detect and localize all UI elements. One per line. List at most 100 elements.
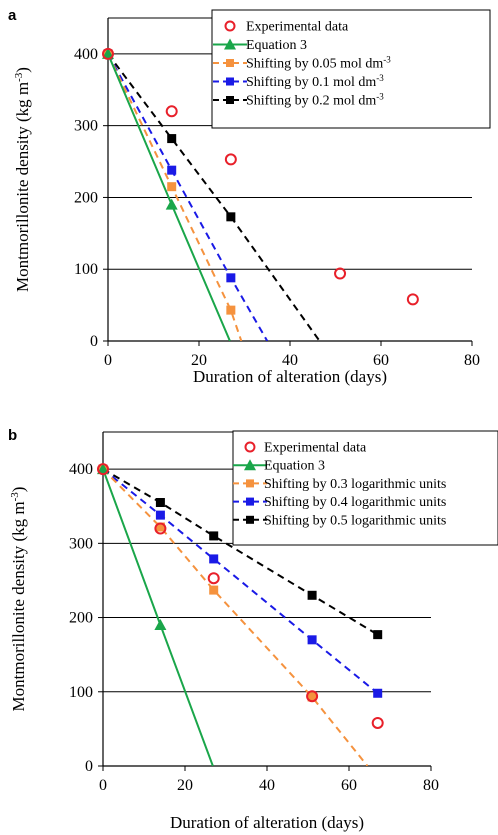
legend-label-main: Shifting by 0.2 mol dm — [246, 94, 376, 109]
y-axis-title-main: Montmorillonite density (kg m — [9, 501, 28, 711]
data-point — [226, 305, 236, 315]
data-point — [167, 165, 177, 175]
data-point — [406, 293, 419, 306]
legend-box — [232, 430, 498, 546]
data-point — [334, 267, 347, 280]
panel-label: b — [8, 427, 17, 444]
data-point — [167, 134, 177, 144]
legend-marker — [244, 459, 256, 471]
y-axis-title-superscript: -3 — [13, 72, 25, 82]
panel-label: a — [8, 7, 17, 24]
legend-label: Shifting by 0.4 logarithmic units — [264, 495, 446, 510]
legend-label-superscript: -3 — [376, 73, 384, 83]
data-point — [209, 585, 219, 595]
data-point — [155, 510, 165, 520]
legend-marker — [226, 59, 234, 67]
x-tick-label: 0 — [99, 777, 107, 794]
y-tick-label: 200 — [74, 189, 98, 206]
y-tick-label: 300 — [69, 535, 93, 552]
legend-label: Experimental data — [246, 20, 349, 35]
legend-label-main: Shifting by 0.05 mol dm — [246, 57, 383, 72]
data-point — [209, 531, 219, 541]
legend-marker — [244, 441, 256, 453]
legend-label: Shifting by 0.05 mol dm-3 — [246, 55, 391, 72]
y-tick-label: 100 — [69, 684, 93, 701]
x-tick-label: 60 — [341, 777, 357, 794]
x-tick-label: 20 — [177, 777, 193, 794]
series-line — [108, 53, 243, 341]
y-tick-label: 200 — [69, 610, 93, 627]
legend-label-main: Equation 3 — [246, 38, 307, 53]
x-tick-label: 80 — [464, 352, 480, 369]
legend-marker — [246, 497, 254, 506]
data-point — [226, 273, 236, 283]
data-point — [207, 572, 220, 585]
x-tick-label: 60 — [373, 352, 389, 369]
legend-label-main: Shifting by 0.3 logarithmic units — [264, 477, 446, 492]
x-tick-label: 0 — [104, 352, 112, 369]
data-point — [307, 692, 317, 702]
data-point — [373, 688, 383, 698]
data-point — [97, 463, 109, 475]
data-point — [307, 635, 317, 645]
data-point — [154, 618, 167, 630]
legend-label-superscript: -3 — [383, 55, 391, 65]
y-axis-title-superscript: -3 — [9, 492, 21, 502]
legend-marker — [224, 20, 236, 32]
y-tick-label: 0 — [90, 333, 98, 350]
legend-label: Equation 3 — [246, 38, 307, 53]
y-axis-title-close: ) — [9, 487, 28, 493]
data-point — [307, 590, 317, 600]
data-point — [154, 522, 167, 535]
legend-label-main: Shifting by 0.4 logarithmic units — [264, 495, 446, 510]
series-line — [103, 468, 379, 695]
x-axis-title: Duration of alteration (days) — [170, 813, 364, 832]
legend-marker — [226, 77, 234, 86]
data-point — [165, 105, 178, 118]
y-tick-label: 400 — [69, 461, 93, 478]
x-tick-label: 80 — [423, 777, 439, 794]
legend-label: Equation 3 — [264, 459, 325, 474]
legend-label-superscript: -3 — [376, 92, 384, 102]
legend-label-main: Experimental data — [246, 20, 349, 35]
y-axis-title-main: Montmorillonite density (kg m — [13, 82, 32, 292]
data-point — [306, 690, 319, 703]
x-axis-title: Duration of alteration (days) — [193, 367, 387, 386]
y-tick-label: 0 — [85, 758, 93, 775]
data-point — [102, 47, 114, 60]
data-point — [209, 554, 219, 564]
data-point — [371, 716, 384, 729]
data-point — [224, 153, 237, 166]
data-point — [155, 498, 165, 508]
data-point — [97, 463, 109, 476]
legend-label: Experimental data — [264, 441, 367, 456]
y-axis-title: Montmorillonite density (kg m-3) — [9, 487, 28, 712]
series-line — [108, 53, 321, 341]
series-line — [103, 468, 369, 766]
data-point — [102, 47, 114, 59]
x-tick-label: 40 — [282, 352, 298, 369]
legend-label: Shifting by 0.3 logarithmic units — [264, 477, 446, 492]
legend-label-main: Shifting by 0.5 logarithmic units — [264, 513, 446, 528]
y-tick-label: 400 — [74, 46, 98, 63]
y-tick-label: 100 — [74, 261, 98, 278]
series-line — [108, 53, 269, 341]
legend-marker — [246, 479, 254, 488]
x-tick-label: 20 — [191, 352, 207, 369]
legend-label: Shifting by 0.2 mol dm-3 — [246, 92, 384, 109]
legend-label: Shifting by 0.1 mol dm-3 — [246, 73, 384, 90]
data-point — [226, 212, 236, 222]
data-point — [373, 630, 383, 640]
legend-marker — [224, 38, 236, 50]
legend-marker — [226, 96, 234, 104]
y-axis-title: Montmorillonite density (kg m-3) — [13, 67, 32, 292]
legend-label-main: Shifting by 0.1 mol dm — [246, 75, 376, 90]
y-axis-title-close: ) — [13, 67, 32, 73]
data-point — [165, 198, 178, 210]
y-tick-label: 300 — [74, 118, 98, 135]
legend-label: Shifting by 0.5 logarithmic units — [264, 513, 446, 528]
chart-panel-b: b 0 100 200 300 400 0 20 40 60 80 Duration of alter… — [8, 427, 498, 832]
legend-box — [211, 9, 491, 129]
series-line — [103, 468, 379, 636]
